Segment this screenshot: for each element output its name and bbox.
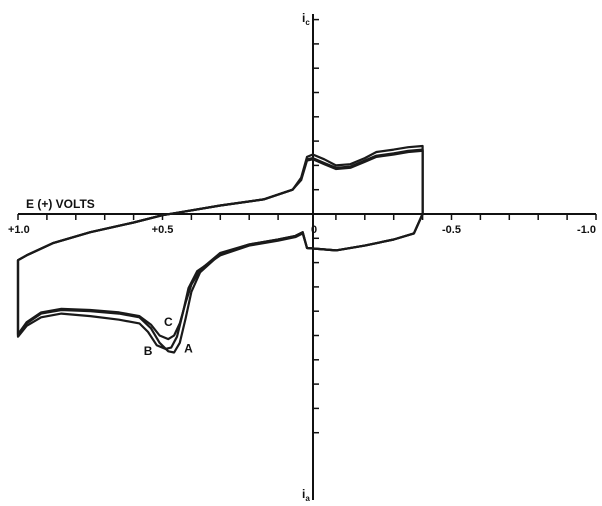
x-axis-title: E (+) VOLTS (26, 197, 95, 211)
x-tick-label: -1.0 (577, 224, 596, 236)
axes (18, 14, 596, 500)
voltammogram-traces (16, 144, 424, 354)
trace-b (16, 149, 424, 350)
trace-a (16, 144, 424, 354)
x-tick-label: -0.5 (442, 224, 461, 236)
y-axis-top-label: ic (302, 11, 310, 27)
x-tick-label: +0.5 (152, 224, 174, 236)
x-tick-label: +1.0 (8, 224, 30, 236)
trace-c (16, 148, 424, 341)
x-tick-label: 0 (311, 224, 317, 236)
chart-labels: E (+) VOLTS ic ia +1.0 +0.5 0 -0.5 -1.0 A B C (8, 11, 596, 503)
y-axis-bottom-label: ia (302, 487, 310, 503)
tick-marks (17, 18, 597, 434)
trace-label-a: A (184, 342, 193, 356)
trace-label-b: B (144, 344, 153, 358)
trace-label-c: C (164, 315, 173, 329)
